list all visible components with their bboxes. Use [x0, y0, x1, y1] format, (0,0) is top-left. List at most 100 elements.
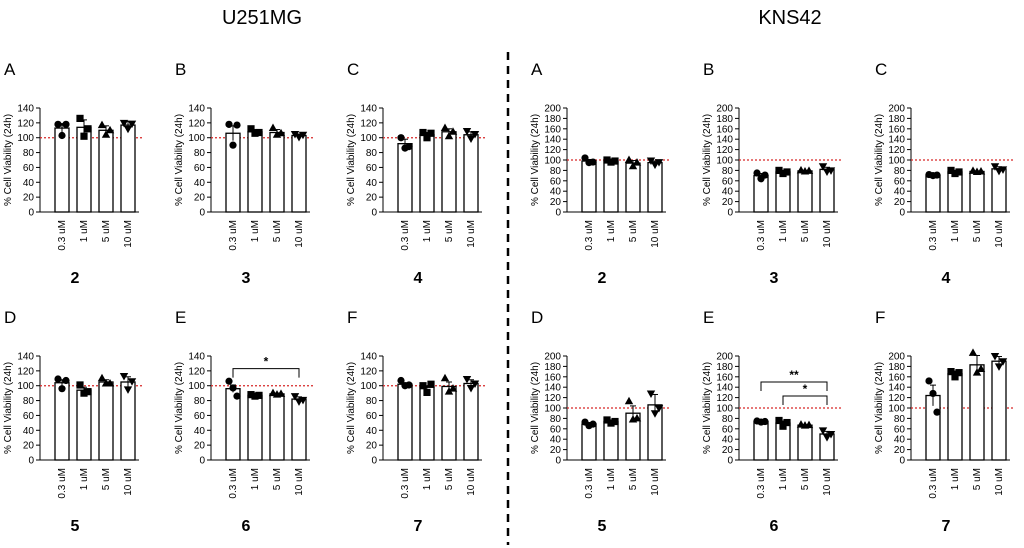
data-point	[462, 128, 472, 136]
bar	[581, 160, 597, 213]
x-tick-label: 1 uM	[778, 220, 789, 242]
x-tick-label: 0.3 uM	[57, 468, 68, 499]
bar	[419, 134, 435, 213]
y-tick-label: 100	[188, 381, 205, 392]
x-tick-label: 10 uM	[466, 220, 477, 248]
y-tick-label: 0	[199, 208, 205, 219]
data-point	[247, 391, 255, 399]
y-tick-label: 200	[888, 104, 905, 115]
x-tick-label: 10 uM	[294, 220, 305, 248]
data-point	[804, 420, 814, 429]
data-point	[251, 129, 259, 137]
y-tick-label: 40	[722, 435, 734, 446]
y-tick-label: 200	[544, 104, 561, 115]
data-point	[470, 131, 480, 139]
x-tick-label: 1 uM	[950, 220, 961, 242]
y-tick-label: 100	[716, 156, 733, 167]
data-point	[955, 168, 963, 176]
data-point	[603, 416, 611, 424]
y-tick-label: 100	[544, 156, 561, 167]
y-tick-label: 60	[366, 411, 378, 422]
bar	[581, 423, 597, 461]
y-tick-label: 80	[550, 166, 562, 177]
x-tick-label: 0.3 uM	[584, 220, 595, 251]
y-tick-label: 180	[716, 362, 733, 373]
y-tick-label: 160	[544, 372, 561, 383]
chart-panel: E % Cell Viability (24h) 02040608010012014…	[702, 308, 842, 535]
data-point	[783, 168, 791, 176]
y-tick-label: 20	[894, 197, 906, 208]
panel-letter: D	[4, 308, 16, 327]
bar	[98, 129, 114, 213]
significance-label: *	[803, 382, 808, 396]
compound-label: 5	[598, 518, 607, 535]
data-point	[427, 129, 435, 137]
y-tick-label: 60	[894, 176, 906, 187]
chart-panel: C % Cell Viability (24h) 0 20 40 60 80 100 120 14…	[346, 60, 486, 287]
compound-label: 7	[942, 518, 951, 535]
data-point	[251, 392, 259, 400]
data-point	[123, 125, 133, 134]
bar	[397, 383, 413, 461]
y-axis-label: % Cell Viability (24h)	[3, 114, 14, 206]
y-tick-label: 80	[550, 414, 562, 425]
x-tick-label: 10 uM	[123, 220, 134, 248]
y-tick-label: 120	[888, 145, 905, 156]
bar	[947, 171, 963, 213]
data-point	[423, 388, 431, 396]
compound-label: 3	[770, 270, 779, 287]
x-tick-label: 5 uM	[101, 468, 112, 490]
data-point	[101, 130, 111, 138]
data-point	[127, 120, 137, 129]
y-tick-label: 100	[188, 133, 205, 144]
data-point	[650, 161, 660, 170]
data-point	[947, 368, 955, 376]
data-point	[119, 373, 129, 381]
chart-panel: F % Cell Viability (24h) 0 20 40 60 80 100 120 14…	[346, 308, 486, 535]
y-tick-label: 140	[188, 352, 205, 363]
data-point	[632, 413, 642, 422]
bar	[647, 161, 663, 213]
panel-letter: D	[531, 308, 543, 327]
x-tick-label: 0.3 uM	[584, 468, 595, 499]
data-point	[62, 120, 70, 128]
x-tick-label: 1 uM	[422, 220, 433, 242]
data-point	[753, 169, 761, 177]
bar	[98, 381, 114, 461]
y-tick-label: 180	[544, 362, 561, 373]
data-point	[650, 410, 660, 418]
y-tick-label: 20	[23, 441, 35, 452]
y-tick-label: 160	[888, 372, 905, 383]
x-tick-label: 0.3 uM	[57, 220, 68, 251]
y-tick-label: 20	[550, 197, 562, 208]
bar	[753, 420, 769, 461]
data-point	[54, 120, 62, 128]
y-tick-label: 140	[888, 135, 905, 146]
data-point	[255, 128, 263, 137]
x-tick-label: 0.3 uM	[400, 220, 411, 251]
y-tick-label: 40	[366, 426, 378, 437]
data-point	[290, 393, 300, 401]
panels-container: A% Cell Viability (24h)02040608010012014…	[3, 60, 1014, 535]
chart-panel: D % Cell Viability (24h) 0 20 40 60 80 100 120 14…	[3, 308, 143, 535]
data-point	[646, 390, 656, 398]
bar	[247, 394, 263, 461]
data-point	[419, 128, 427, 137]
y-tick-label: 120	[17, 118, 34, 129]
bar	[969, 364, 985, 461]
y-axis-label: % Cell Viability (24h)	[346, 362, 357, 454]
data-point	[654, 405, 664, 413]
data-point	[255, 391, 263, 399]
data-point	[247, 125, 255, 133]
data-point	[951, 169, 959, 178]
panel-letter: F	[875, 308, 885, 327]
x-tick-label: 0.3 uM	[228, 468, 239, 499]
x-tick-label: 1 uM	[606, 220, 617, 242]
y-tick-label: 60	[722, 176, 734, 187]
y-tick-label: 120	[544, 393, 561, 404]
panel-letter: E	[703, 308, 714, 327]
data-point	[818, 427, 828, 435]
y-tick-label: 40	[550, 435, 562, 446]
y-tick-label: 40	[23, 426, 35, 437]
significance-label: *	[264, 355, 269, 369]
